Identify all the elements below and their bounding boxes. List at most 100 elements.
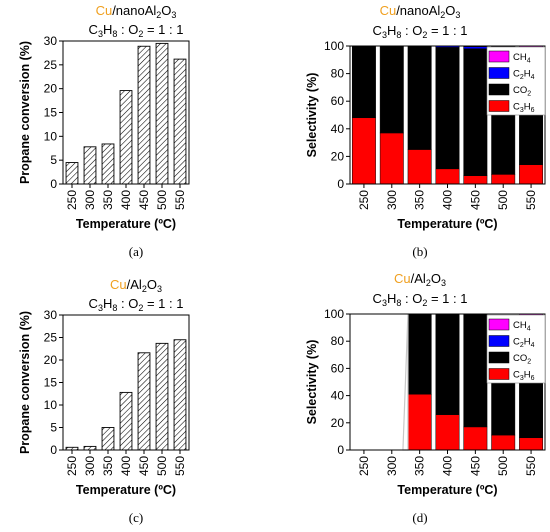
legend-label-c3h6: C3H6 xyxy=(513,370,535,383)
y-tick-label: 40 xyxy=(331,122,345,136)
bar-segment-c3h6 xyxy=(435,168,460,185)
legend-swatch-c2h4 xyxy=(488,335,510,347)
y-tick-label: 20 xyxy=(44,82,58,96)
x-tick-label: 400 xyxy=(119,456,133,476)
x-tick-label: 400 xyxy=(441,190,455,210)
chart-subtitle: C3H8 : O2 = 1 : 1 xyxy=(373,23,468,40)
x-tick-label: 500 xyxy=(496,456,510,476)
bar-segment-co2 xyxy=(463,48,488,176)
x-tick-label: 250 xyxy=(65,456,79,476)
y-tick-label: 20 xyxy=(44,353,58,367)
bar-segment-co2 xyxy=(407,45,432,150)
x-tick-label: 300 xyxy=(385,456,399,476)
missing-data-edge xyxy=(402,313,409,451)
x-tick-label: 500 xyxy=(496,190,510,210)
panel-c: Cu/Al2O3 C3H8 : O2 = 1 : 1 0 5 10 15 20 25 30 250… xyxy=(18,277,190,525)
chart-subtitle: C3H8 : O2 = 1 : 1 xyxy=(89,22,184,39)
bar-segment-c3h6 xyxy=(351,117,376,185)
chart-subtitle: C3H8 : O2 = 1 : 1 xyxy=(373,291,468,308)
y-tick-label: 5 xyxy=(50,153,57,167)
x-tick-label: 350 xyxy=(101,456,115,476)
bar xyxy=(101,427,115,451)
y-axis-title: Propane conversion (%) xyxy=(18,41,32,184)
y-tick-label: 20 xyxy=(331,149,345,163)
bar-segment-c3h6 xyxy=(491,174,516,185)
bar xyxy=(155,42,169,185)
bar-segment-co2 xyxy=(407,313,432,395)
y-tick-label: 20 xyxy=(331,416,345,430)
y-tick-label: 15 xyxy=(44,376,58,390)
legend-swatch-c2h4 xyxy=(488,67,510,79)
bar xyxy=(119,391,133,451)
bar xyxy=(155,342,169,451)
y-tick-label: 25 xyxy=(44,331,58,345)
bar-segment-c3h6 xyxy=(491,434,516,451)
legend-swatch-co2 xyxy=(488,83,510,96)
bar xyxy=(173,58,187,185)
bar-segment-co2 xyxy=(379,45,404,134)
x-tick-label: 400 xyxy=(119,190,133,210)
bar xyxy=(173,339,187,451)
x-tick-label: 550 xyxy=(524,190,538,210)
x-tick-label: 250 xyxy=(65,190,79,210)
legend-label-ch4: CH4 xyxy=(513,320,531,333)
bar-segment-c3h6 xyxy=(519,437,544,451)
y-tick-label: 40 xyxy=(331,389,345,403)
panel-b: Cu/nanoAl2O3 C3H8 : O2 = 1 : 1 0 20 40 60 80 10… xyxy=(305,3,546,259)
x-axis-title: Temperature (ºC) xyxy=(76,483,176,497)
bar-segment-c3h6 xyxy=(407,149,432,185)
y-axis-title: Selectivity (%) xyxy=(305,73,319,158)
x-axis-title: Temperature (ºC) xyxy=(76,217,176,231)
y-tick-label: 60 xyxy=(331,361,345,375)
x-axis-title: Temperature (ºC) xyxy=(397,217,497,231)
x-tick-label: 400 xyxy=(441,456,455,476)
chart-title: Cu/nanoAl2O3 xyxy=(380,3,461,20)
x-tick-label: 450 xyxy=(468,456,482,476)
bar xyxy=(101,143,115,185)
x-tick-label: 450 xyxy=(137,190,151,210)
chart-subtitle: C3H8 : O2 = 1 : 1 xyxy=(89,296,184,313)
bar-segment-c2h4 xyxy=(463,46,488,50)
y-tick-label: 10 xyxy=(44,129,58,143)
bar xyxy=(137,352,151,451)
panel-a: Cu/nanoAl2O3 C3H8 : O2 = 1 : 1 0 5 10 15 20 25 3… xyxy=(18,3,190,259)
bar-segment-co2 xyxy=(351,45,376,119)
y-tick-label: 100 xyxy=(324,307,344,321)
x-tick-label: 300 xyxy=(83,190,97,210)
legend-swatch-ch4 xyxy=(488,50,510,63)
bar-segment-co2 xyxy=(435,47,460,170)
legend-swatch-c3h6 xyxy=(488,100,510,112)
bar xyxy=(83,445,97,451)
x-tick-label: 300 xyxy=(83,456,97,476)
x-tick-label: 550 xyxy=(524,456,538,476)
y-tick-label: 10 xyxy=(44,398,58,412)
bar-segment-c3h6 xyxy=(407,393,432,451)
legend-label-ch4: CH4 xyxy=(513,52,531,65)
legend-label-co2: CO2 xyxy=(513,85,531,98)
y-tick-label: 0 xyxy=(337,443,344,457)
x-tick-label: 350 xyxy=(413,456,427,476)
x-tick-label: 550 xyxy=(173,190,187,210)
bar-segment-c3h6 xyxy=(435,414,460,451)
y-tick-label: 80 xyxy=(331,334,345,348)
bar-segment-c3h6 xyxy=(379,132,404,185)
y-tick-label: 15 xyxy=(44,106,58,120)
x-tick-label: 550 xyxy=(173,456,187,476)
y-axis-title: Propane conversion (%) xyxy=(18,311,32,454)
bar xyxy=(119,90,133,185)
bar-segment-co2 xyxy=(435,313,460,415)
x-axis-title: Temperature (ºC) xyxy=(397,483,497,497)
bar xyxy=(65,162,79,185)
y-tick-label: 5 xyxy=(50,421,57,435)
chart-title: Cu/Al2O3 xyxy=(110,277,162,294)
x-tick-label: 250 xyxy=(357,456,371,476)
panel-caption: (a) xyxy=(129,244,143,259)
legend-label-c3h6: C3H6 xyxy=(513,102,535,115)
y-tick-label: 60 xyxy=(331,94,345,108)
legend-swatch-co2 xyxy=(488,351,510,364)
legend-swatch-c3h6 xyxy=(488,368,510,380)
legend-label-co2: CO2 xyxy=(513,353,531,366)
x-tick-label: 500 xyxy=(155,190,169,210)
